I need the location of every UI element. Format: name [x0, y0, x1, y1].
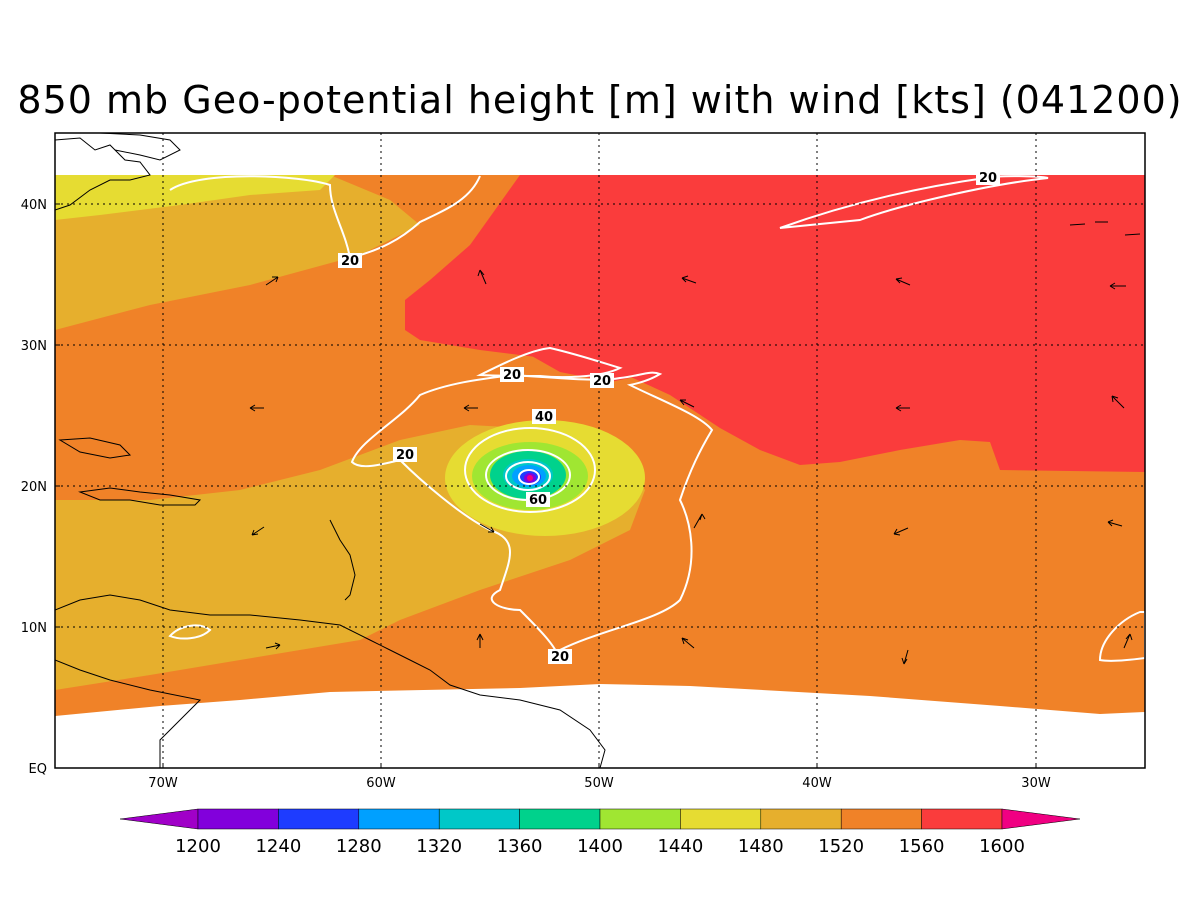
colorbar-swatch	[358, 808, 440, 830]
colorbar-level-label: 1360	[497, 836, 543, 857]
contour-20-east	[1098, 611, 1145, 662]
colorbar-swatch	[921, 808, 1003, 830]
contour-20-ne-jet	[779, 175, 1049, 229]
wind-arrow	[679, 399, 695, 408]
y-tick-label: 40N	[21, 198, 47, 213]
colorbar-swatch	[278, 808, 360, 830]
colorbar-swatch	[840, 808, 922, 830]
contour-label: 20	[593, 374, 611, 389]
wind-arrow	[1107, 519, 1123, 527]
colorbar-level-label: 1480	[738, 836, 784, 857]
colorbar-over-triangle	[1001, 808, 1081, 830]
wind-arrow	[901, 649, 909, 665]
y-tick-label: 10N	[21, 621, 47, 636]
axis-ticks	[55, 203, 1037, 768]
wind-arrow	[681, 275, 697, 284]
field-1560-1600	[405, 175, 1145, 472]
wind-arrow	[463, 404, 478, 412]
contour-label: 60	[529, 493, 547, 508]
colorbar-swatch	[599, 808, 681, 830]
contour-20-north	[169, 175, 481, 260]
y-tick-label: EQ	[29, 762, 47, 777]
wind-arrow	[1109, 282, 1126, 290]
field-1200-core	[527, 475, 533, 481]
contour-inner-1	[505, 461, 551, 491]
wind-arrow	[265, 276, 279, 286]
contour-label: 20	[503, 368, 521, 383]
contour-label: 20	[396, 448, 414, 463]
contour-label: 40	[535, 410, 553, 425]
wind-arrow	[681, 637, 695, 649]
plot-frame	[54, 132, 1146, 769]
coast-lesser-antilles	[329, 519, 356, 601]
wind-arrow	[1123, 633, 1133, 649]
wind-arrow	[476, 633, 484, 648]
wind-arrow	[895, 277, 911, 286]
wind-arrow	[477, 269, 487, 285]
y-axis-labels: 40N 30N 20N 10N EQ	[21, 198, 47, 777]
colorbar-swatch	[760, 808, 842, 830]
y-tick-label: 30N	[21, 339, 47, 354]
chart-title: 850 mb Geo-potential height [m] with win…	[17, 78, 1183, 122]
contour-label: 20	[551, 650, 569, 665]
field-1560-1600-patch	[530, 355, 655, 382]
x-tick-label: 70W	[148, 776, 178, 791]
wind-arrow	[249, 404, 264, 412]
contour-label: 20	[979, 171, 997, 186]
wind-arrow	[693, 513, 706, 529]
colorbar-under-triangle	[119, 808, 199, 830]
colorbar-swatch	[197, 808, 279, 830]
colorbar-level-label: 1200	[175, 836, 221, 857]
wind-arrow	[479, 523, 495, 533]
contour-20-north-loop	[476, 346, 623, 379]
colorbar-level-label: 1400	[577, 836, 623, 857]
wind-arrow	[893, 527, 909, 536]
wind-arrow	[265, 642, 281, 650]
colorbar-level-label: 1560	[899, 836, 945, 857]
colorbar-swatch	[680, 808, 762, 830]
x-tick-label: 50W	[584, 776, 614, 791]
contour-20-west-carib	[168, 624, 212, 640]
field-1480-1520	[55, 175, 420, 330]
contour-40	[464, 427, 596, 513]
plot-area: 20 20 20 20 40 20 60 20	[55, 133, 1145, 768]
contour-label: 20	[341, 254, 359, 269]
field-1440-1480	[55, 175, 335, 220]
colorbar: 1200 1240 1280 1320 1360 1400 1440 1480 1520 1560…	[119, 808, 1081, 857]
coast-small-islands	[1069, 221, 1141, 236]
x-tick-label: 40W	[802, 776, 832, 791]
coast-canada	[99, 133, 181, 161]
colorbar-level-label: 1280	[336, 836, 382, 857]
colorbar-level-label: 1520	[818, 836, 864, 857]
colorbar-swatch	[519, 808, 601, 830]
x-axis-labels: 70W 60W 50W 40W 30W	[148, 776, 1051, 791]
x-tick-label: 60W	[366, 776, 396, 791]
contour-label-group: 20 20 20 20 40 20 60 20	[338, 170, 1000, 665]
coast-greater-antilles	[78, 487, 202, 506]
coastlines	[55, 133, 1141, 768]
colorbar-level-label: 1240	[255, 836, 301, 857]
colorbar-level-label: 1440	[657, 836, 703, 857]
wind-vectors	[249, 269, 1133, 665]
coast-cuba	[58, 437, 132, 459]
coast-south-america	[55, 594, 606, 768]
colorbar-level-label: 1600	[979, 836, 1025, 857]
wind-arrow	[251, 526, 265, 536]
gridlines	[55, 133, 1145, 768]
wind-arrow	[1111, 395, 1125, 409]
x-tick-label: 30W	[1021, 776, 1051, 791]
colorbar-level-label: 1320	[416, 836, 462, 857]
contour-inner-2	[518, 469, 540, 485]
wind-arrow	[895, 404, 910, 412]
colorbar-swatch	[438, 808, 520, 830]
y-tick-label: 20N	[21, 480, 47, 495]
coast-north-america	[55, 137, 151, 211]
